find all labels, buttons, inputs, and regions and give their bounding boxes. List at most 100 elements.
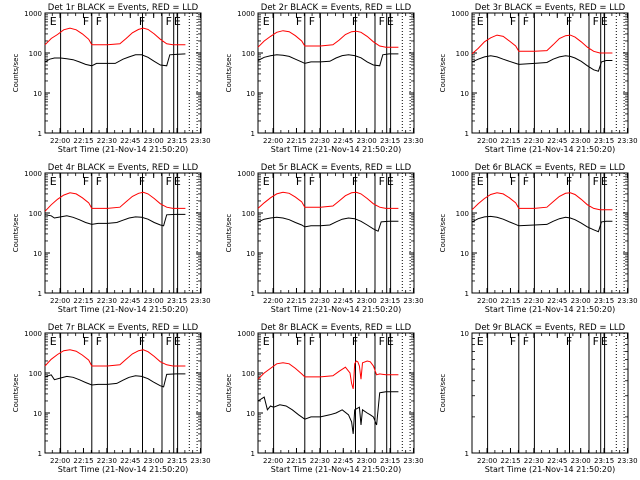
x-tick-label: 22:45 xyxy=(333,137,353,145)
panel-det-6: Det 6r BLACK = Events, RED = LLD 1 10 100 10… xyxy=(439,163,638,314)
panel-title: Det 4r BLACK = Events, RED = LLD xyxy=(48,163,199,173)
y-tick-label: 100 xyxy=(29,370,42,378)
x-tick-label: 22:30 xyxy=(524,457,544,465)
flag-marker: F xyxy=(593,175,599,188)
x-tick-label: 22:45 xyxy=(547,137,567,145)
flag-marker: E xyxy=(263,335,270,348)
x-tick-label: 23:30 xyxy=(403,137,423,145)
flag-marker: F xyxy=(139,175,145,188)
x-tick-label: 22:45 xyxy=(547,457,567,465)
y-tick-label: 1000 xyxy=(237,330,255,338)
x-tick-label: 23:00 xyxy=(144,137,164,145)
y-tick-label: 10 xyxy=(246,410,255,418)
flag-marker: F xyxy=(296,175,302,188)
panel-title: Det 3r BLACK = Events, RED = LLD xyxy=(475,3,626,13)
x-axis-label: Start Time (21-Nov-14 21:50:20) xyxy=(485,465,615,474)
y-tick-label: 100 xyxy=(242,210,255,218)
x-axis-label: Start Time (21-Nov-14 21:50:20) xyxy=(485,145,615,154)
x-tick-label: 22:00 xyxy=(50,297,70,305)
flag-marker: F xyxy=(593,15,599,28)
x-tick-label: 22:45 xyxy=(333,297,353,305)
y-tick-label: 1000 xyxy=(237,170,255,178)
flag-marker: F xyxy=(309,175,315,188)
series-events-line xyxy=(44,373,186,388)
panel-title: Det 5r BLACK = Events, RED = LLD xyxy=(261,163,412,173)
flag-marker: F xyxy=(96,335,102,348)
y-tick-label: 1 xyxy=(465,290,469,298)
flag-marker: E xyxy=(50,15,57,28)
x-tick-label: 22:15 xyxy=(286,137,306,145)
y-tick-label: 1000 xyxy=(237,10,255,18)
flag-marker: F xyxy=(510,335,516,348)
flag-marker: F xyxy=(139,335,145,348)
flag-marker: E xyxy=(387,335,394,348)
flag-marker: E xyxy=(263,175,270,188)
flag-marker: E xyxy=(174,335,181,348)
flag-marker: F xyxy=(296,15,302,28)
x-axis-label: Start Time (21-Nov-14 21:50:20) xyxy=(58,145,188,154)
series-lld-line xyxy=(44,27,186,46)
x-tick-label: 22:45 xyxy=(333,457,353,465)
series-lld-line xyxy=(471,34,613,55)
y-tick-label: 10 xyxy=(246,90,255,98)
series-events-line xyxy=(471,215,613,233)
flag-marker: F xyxy=(352,175,358,188)
x-tick-label: 22:00 xyxy=(263,457,283,465)
y-axis-label: Counts/sec xyxy=(12,54,20,93)
x-tick-label: 23:00 xyxy=(357,457,377,465)
x-tick-label: 23:30 xyxy=(617,137,637,145)
x-tick-label: 22:15 xyxy=(500,137,520,145)
flag-marker: F xyxy=(352,15,358,28)
flag-marker: E xyxy=(601,175,608,188)
flag-marker: E xyxy=(387,15,394,28)
x-tick-label: 22:00 xyxy=(50,457,70,465)
x-tick-label: 23:30 xyxy=(617,457,637,465)
x-tick-label: 23:15 xyxy=(167,137,187,145)
x-axis-label: Start Time (21-Nov-14 21:50:20) xyxy=(58,305,188,314)
y-axis-label: Counts/sec xyxy=(225,54,233,93)
flag-marker: E xyxy=(263,15,270,28)
flag-marker: F xyxy=(166,335,172,348)
x-tick-label: 22:00 xyxy=(477,297,497,305)
flag-marker: F xyxy=(566,175,572,188)
plot-frame xyxy=(471,12,629,134)
x-tick-label: 22:30 xyxy=(310,457,330,465)
series-lld-line xyxy=(44,191,186,212)
panel-det-9: Det 9r BLACK = Events, RED = LLD 1 10 Count… xyxy=(439,323,638,474)
series-lld-line xyxy=(44,349,186,367)
x-axis-label: Start Time (21-Nov-14 21:50:20) xyxy=(271,305,401,314)
y-tick-label: 10 xyxy=(33,250,42,258)
y-axis-label: Counts/sec xyxy=(12,374,20,413)
y-tick-label: 1 xyxy=(465,130,469,138)
y-tick-label: 10 xyxy=(460,330,469,338)
y-tick-label: 1 xyxy=(38,450,42,458)
y-tick-label: 10 xyxy=(246,250,255,258)
plot-frame xyxy=(44,12,202,134)
panel-det-4: Det 4r BLACK = Events, RED = LLD 1 10 100 10… xyxy=(12,163,211,314)
y-tick-label: 1000 xyxy=(24,10,42,18)
x-axis-label: Start Time (21-Nov-14 21:50:20) xyxy=(271,145,401,154)
y-tick-label: 100 xyxy=(456,210,469,218)
y-tick-label: 1000 xyxy=(24,170,42,178)
series-lld-line xyxy=(257,30,399,48)
flag-marker: F xyxy=(523,175,529,188)
x-tick-label: 23:30 xyxy=(190,297,210,305)
series-events-line xyxy=(257,53,399,67)
flag-marker: F xyxy=(309,15,315,28)
x-tick-label: 23:15 xyxy=(380,297,400,305)
y-axis-label: Counts/sec xyxy=(439,374,447,413)
y-axis-label: Counts/sec xyxy=(439,54,447,93)
series-events-line xyxy=(471,55,613,72)
flag-marker: F xyxy=(83,175,89,188)
y-tick-label: 1 xyxy=(38,290,42,298)
flag-marker: E xyxy=(174,15,181,28)
panel-det-3: Det 3r BLACK = Events, RED = LLD 1 10 100 10… xyxy=(439,3,638,154)
x-tick-label: 23:15 xyxy=(594,457,614,465)
flag-marker: F xyxy=(379,335,385,348)
x-tick-label: 23:15 xyxy=(167,457,187,465)
y-tick-label: 100 xyxy=(29,50,42,58)
panel-det-7: Det 7r BLACK = Events, RED = LLD 1 10 100 10… xyxy=(12,323,211,474)
y-axis-label: Counts/sec xyxy=(439,214,447,253)
x-tick-label: 22:30 xyxy=(310,137,330,145)
